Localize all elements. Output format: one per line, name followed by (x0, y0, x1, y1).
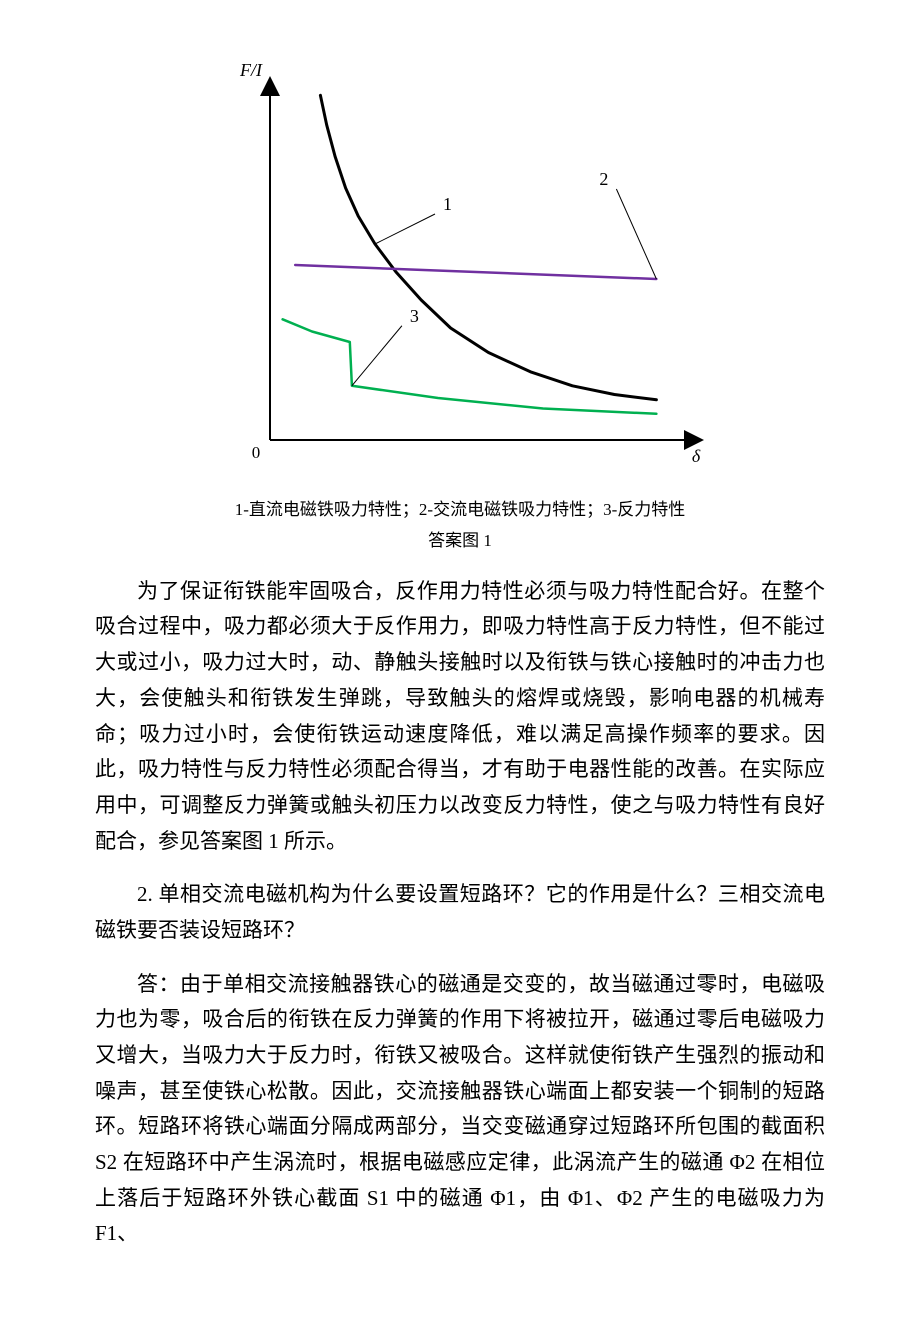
chart-figure: F/I δ 0 1 2 3 (200, 60, 720, 490)
paragraph-3: 答：由于单相交流接触器铁心的磁通是交变的，故当磁通过零时，电磁吸力也为零，吸合后… (95, 967, 825, 1253)
paragraph-1: 为了保证衔铁能牢固吸合，反作用力特性必须与吸力特性配合好。在整个吸合过程中，吸力… (95, 574, 825, 860)
figure-container: F/Iδ0123 1-直流电磁铁吸力特性；2-交流电磁铁吸力特性；3-反力特性 … (95, 60, 825, 556)
chart-caption: 答案图 1 (95, 527, 825, 556)
document-page: F/Iδ0123 1-直流电磁铁吸力特性；2-交流电磁铁吸力特性；3-反力特性 … (0, 0, 920, 1332)
svg-text:2: 2 (599, 169, 608, 189)
svg-text:F/I: F/I (239, 60, 263, 80)
chart-legend: 1-直流电磁铁吸力特性；2-交流电磁铁吸力特性；3-反力特性 (95, 496, 825, 525)
paragraph-2: 2. 单相交流电磁机构为什么要设置短路环？它的作用是什么？三相交流电磁铁要否装设… (95, 877, 825, 948)
svg-text:1: 1 (443, 194, 452, 214)
svg-text:3: 3 (410, 306, 419, 326)
svg-text:δ: δ (692, 446, 701, 466)
svg-text:0: 0 (252, 443, 261, 462)
